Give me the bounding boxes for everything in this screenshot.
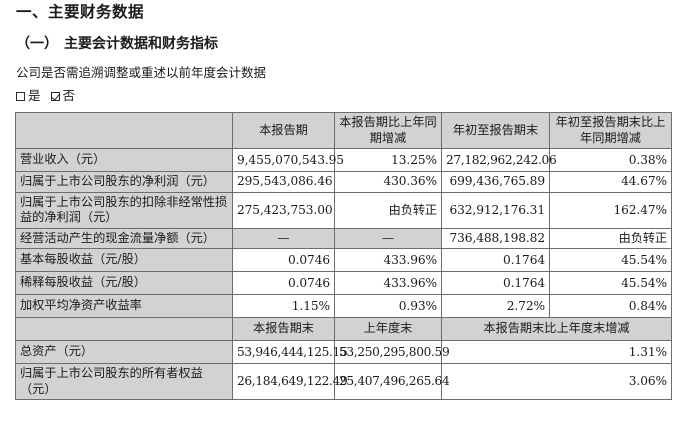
row-value: 25,407,496,265.64 <box>334 363 450 400</box>
subsection-heading-text: 主要会计数据和财务指标 <box>64 36 218 52</box>
table-row: 营业收入（元） 9,455,070,543.95 13.25% 27,182,9… <box>15 148 672 172</box>
row-value: 0.1764 <box>441 271 550 295</box>
row-label: 归属于上市公司股东的所有者权益（元） <box>15 363 233 400</box>
row-value: 1.15% <box>232 294 335 318</box>
table-row: 归属于上市公司股东的所有者权益（元） 26,184,649,122.49 25,… <box>15 363 672 400</box>
row-label: 基本每股收益（元/股） <box>15 248 233 272</box>
header-cell-ytd-yoy: 年初至报告期末比上年同期增减 <box>549 112 672 149</box>
table-row: 归属于上市公司股东的净利润（元） 295,543,086.46 430.36% … <box>15 171 672 193</box>
row-value: 53,250,295,800.59 <box>334 340 450 364</box>
header-cell-period-end: 本报告期末 <box>232 317 335 341</box>
row-value: — <box>334 227 442 249</box>
row-value: 736,488,198.82 <box>441 227 550 249</box>
row-label: 归属于上市公司股东的扣除非经常性损益的净利润（元） <box>15 191 233 229</box>
section-heading: 一、主要财务数据 <box>16 2 145 21</box>
row-label: 归属于上市公司股东的净利润（元） <box>15 171 233 193</box>
row-value: 9,455,070,543.95 <box>232 148 344 172</box>
main-financial-data-table: 本报告期 本报告期比上年同期增减 年初至报告期末 年初至报告期末比上年同期增减 … <box>15 112 672 400</box>
row-value: 275,423,753.00 <box>232 191 335 229</box>
row-value: 由负转正 <box>549 227 672 249</box>
row-value: 0.0746 <box>232 271 335 295</box>
choice-no-label: 否 <box>62 88 76 103</box>
subsection-heading: （一） 主要会计数据和财务指标 <box>16 33 218 55</box>
row-value: 162.47% <box>549 191 672 229</box>
row-value: 3.06% <box>441 363 672 400</box>
row-value: 26,184,649,122.49 <box>232 363 348 400</box>
row-label: 总资产（元） <box>15 340 233 364</box>
choice-no[interactable]: 否 <box>50 86 76 106</box>
row-label: 营业收入（元） <box>15 148 233 172</box>
choice-yes-label: 是 <box>28 88 41 103</box>
row-value: 2.72% <box>441 294 550 318</box>
row-value: 1.31% <box>441 340 672 364</box>
table-row: 归属于上市公司股东的扣除非经常性损益的净利润（元） 275,423,753.00… <box>15 191 672 229</box>
table-row: 总资产（元） 53,946,444,125.15 53,250,295,800.… <box>15 340 672 364</box>
row-value: 699,436,765.89 <box>441 171 550 193</box>
row-value: 0.84% <box>549 294 672 318</box>
row-value: 53,946,444,125.15 <box>232 340 348 364</box>
row-label: 加权平均净资产收益率 <box>15 294 233 318</box>
row-value: 由负转正 <box>334 191 442 229</box>
header-cell-current-period: 本报告期 <box>232 112 335 149</box>
header-cell-current-period-yoy: 本报告期比上年同期增减 <box>334 112 442 149</box>
row-value: 433.96% <box>334 248 442 272</box>
row-value: 45.54% <box>549 271 672 295</box>
header-cell-ytd: 年初至报告期末 <box>441 112 550 149</box>
row-value: 295,543,086.46 <box>232 171 335 193</box>
row-value: 0.0746 <box>232 248 335 272</box>
row-value: 632,912,176.31 <box>441 191 550 229</box>
checkbox-unchecked-icon[interactable] <box>16 91 25 101</box>
row-value: 13.25% <box>334 148 442 172</box>
header-cell-prior-year-end: 上年度末 <box>334 317 442 341</box>
row-value: 45.54% <box>549 248 672 272</box>
table-row: 经营活动产生的现金流量净额（元） — — 736,488,198.82 由负转正 <box>15 227 672 249</box>
header-cell-period-end-change: 本报告期末比上年度末增减 <box>441 317 672 341</box>
table-row: 稀释每股收益（元/股） 0.0746 433.96% 0.1764 45.54% <box>15 271 672 295</box>
checkbox-checked-icon[interactable] <box>50 91 60 101</box>
row-value: 0.93% <box>334 294 442 318</box>
header-cell-blank <box>15 112 233 149</box>
row-value: — <box>232 227 335 249</box>
table-row: 加权平均净资产收益率 1.15% 0.93% 2.72% 0.84% <box>15 294 672 318</box>
row-value: 430.36% <box>334 171 442 193</box>
header-cell-blank <box>15 317 233 341</box>
row-value: 0.38% <box>549 148 672 172</box>
choice-yes[interactable]: 是 <box>16 86 41 106</box>
table-header-row-quarter: 本报告期 本报告期比上年同期增减 年初至报告期末 年初至报告期末比上年同期增减 <box>15 112 672 149</box>
retrospective-adjustment-choices: 是 否 <box>16 86 75 106</box>
row-value: 0.1764 <box>441 248 550 272</box>
financial-data-table-wrapper: 本报告期 本报告期比上年同期增减 年初至报告期末 年初至报告期末比上年同期增减 … <box>15 112 672 400</box>
row-label: 稀释每股收益（元/股） <box>15 271 233 295</box>
row-label: 经营活动产生的现金流量净额（元） <box>15 227 233 249</box>
row-value: 433.96% <box>334 271 442 295</box>
row-value: 27,182,962,242.06 <box>441 148 557 172</box>
row-value: 44.67% <box>549 171 672 193</box>
table-row: 基本每股收益（元/股） 0.0746 433.96% 0.1764 45.54% <box>15 248 672 272</box>
retrospective-adjustment-question: 公司是否需追溯调整或重述以前年度会计数据 <box>16 65 267 80</box>
subsection-number: （一） <box>16 36 58 52</box>
table-header-row-balance: 本报告期末 上年度末 本报告期末比上年度末增减 <box>15 317 672 341</box>
